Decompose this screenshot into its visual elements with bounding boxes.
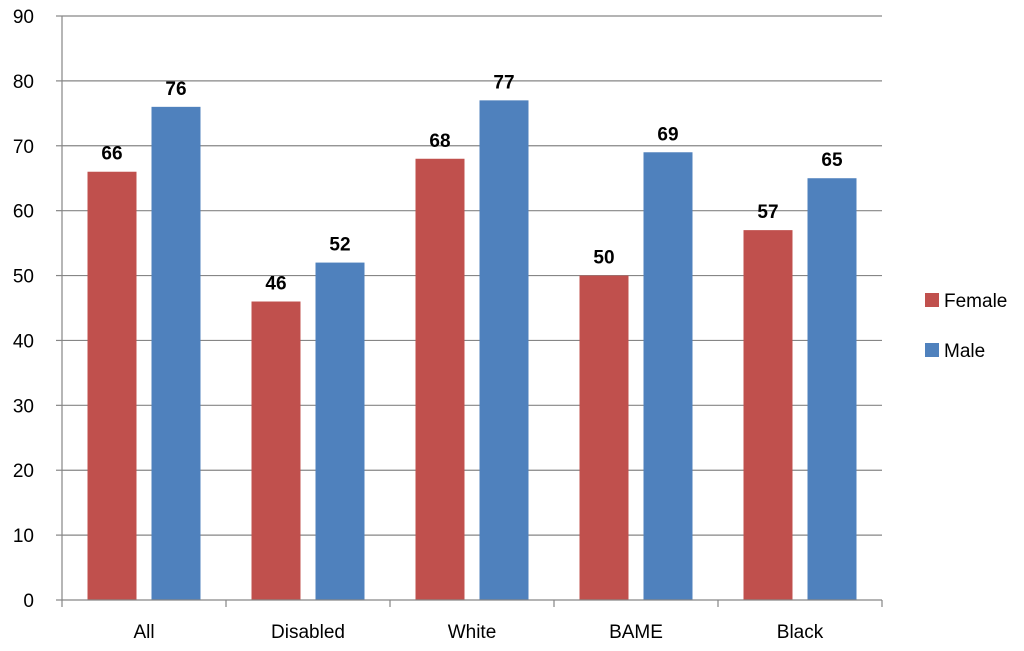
- bars: [87, 100, 857, 600]
- bar-male-bame: [643, 152, 693, 600]
- data-label: 77: [493, 72, 514, 93]
- bar-male-all: [151, 106, 201, 600]
- data-label: 65: [821, 150, 843, 171]
- data-label: 68: [429, 131, 450, 152]
- data-label: 52: [329, 235, 350, 256]
- y-tick-label: 20: [13, 461, 34, 482]
- data-label: 66: [101, 144, 122, 165]
- data-label: 69: [657, 124, 678, 145]
- x-tick-label: All: [133, 622, 154, 643]
- x-tick-label: Disabled: [271, 622, 345, 643]
- legend: Female Male: [925, 291, 1007, 362]
- legend-label-female: Female: [944, 291, 1007, 312]
- y-tick-label: 10: [13, 526, 34, 547]
- bar-female-black: [743, 230, 793, 600]
- y-tick-label: 0: [23, 591, 34, 612]
- y-tick-label: 60: [13, 202, 34, 223]
- y-tick-label: 80: [13, 72, 34, 93]
- bar-male-disabled: [315, 262, 365, 600]
- data-label: 57: [757, 202, 778, 223]
- x-tick-label: BAME: [609, 622, 663, 643]
- data-label: 50: [593, 248, 614, 269]
- bar-female-bame: [579, 275, 629, 600]
- y-tick-label: 90: [13, 7, 34, 28]
- bar-female-disabled: [251, 301, 301, 600]
- bar-male-black: [807, 178, 857, 600]
- legend-label-male: Male: [944, 341, 985, 362]
- y-tick-label: 30: [13, 396, 34, 417]
- x-tick-label: Black: [777, 622, 824, 643]
- bar-female-all: [87, 171, 137, 600]
- data-label: 76: [165, 79, 186, 100]
- y-tick-label: 70: [13, 137, 34, 158]
- x-tick-label: White: [448, 622, 497, 643]
- legend-swatch-female: [925, 293, 939, 307]
- data-label: 46: [265, 274, 286, 295]
- y-tick-label: 40: [13, 331, 34, 352]
- axes: 0 10 20 30 40 50 60 70 80 90 All Disabled White BAME B…: [13, 7, 883, 643]
- bar-female-white: [415, 158, 465, 600]
- y-tick-label: 50: [13, 267, 34, 288]
- legend-swatch-male: [925, 343, 939, 357]
- data-labels: 66 76 46 52 68 77 50 69 57 65: [101, 72, 843, 294]
- bar-male-white: [479, 100, 529, 600]
